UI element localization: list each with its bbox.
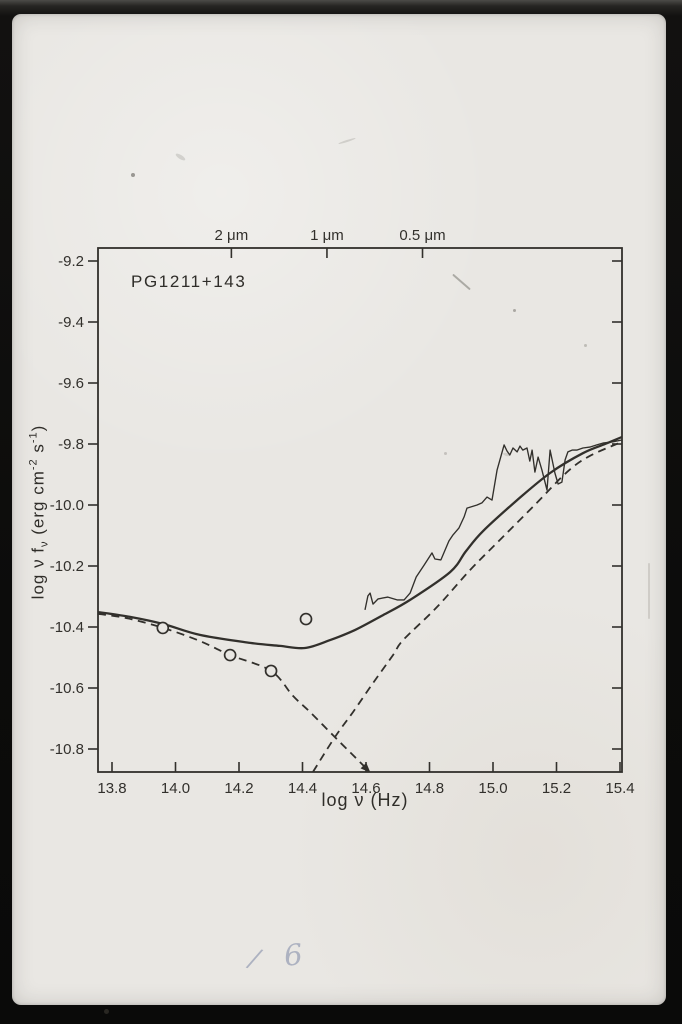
photometry-point (264, 664, 278, 678)
dust-speck (131, 173, 135, 177)
y-tick-label: -10.0 (50, 497, 84, 514)
x-tick-label: 14.2 (224, 780, 253, 797)
x-tick-label: 13.8 (97, 780, 126, 797)
y-tick-label: -9.2 (58, 253, 84, 270)
dust-speck (444, 452, 447, 455)
x-tick-label: 15.4 (605, 780, 634, 797)
y-tick-label: -10.6 (50, 680, 84, 697)
y-axis-label-part: s (28, 443, 48, 459)
x-tick-label: 15.2 (542, 780, 571, 797)
photometry-point (156, 621, 170, 635)
photometry-point (223, 648, 237, 662)
x-tick-label: 15.0 (478, 780, 507, 797)
x-tick-label: 14.0 (161, 780, 190, 797)
series-infrared-component (97, 613, 368, 770)
y-tick-label: -10.8 (50, 741, 84, 758)
plot-frame (97, 247, 623, 773)
x-axis-label: log ν (Hz) (321, 790, 409, 810)
y-tick-label: -10.4 (50, 619, 84, 636)
scratch-mark (648, 563, 650, 619)
y-axis-label-part: (erg cm (28, 470, 48, 541)
wavelength-tick-label: 1 μm (310, 227, 344, 244)
x-tick-label: 14.6 (351, 780, 380, 797)
wavelength-tick-label: 2 μm (215, 227, 249, 244)
series-total-model (97, 435, 623, 650)
x-tick-label: 14.4 (288, 780, 317, 797)
photometry-point (299, 612, 313, 626)
y-tick-label: -9.4 (58, 314, 84, 331)
dust-speck (513, 309, 516, 312)
wavelength-tick-label: 0.5 μm (399, 227, 445, 244)
dashed-line-arrowhead (360, 762, 371, 773)
dust-speck (584, 344, 587, 347)
y-axis-label-exponent: -1 (27, 431, 40, 444)
photo-paper (12, 14, 666, 1014)
y-axis-label-part: ) (28, 424, 48, 432)
y-axis-label: log ν fν (erg cm-2 s-1) (28, 425, 51, 600)
handwritten-mark: 6 (282, 937, 305, 973)
x-tick-label: 14.8 (415, 780, 444, 797)
dust-speck (104, 1009, 109, 1014)
y-axis-label-part: log ν f (28, 546, 48, 600)
object-label: PG1211+143 (131, 272, 247, 291)
y-tick-label: -10.2 (50, 558, 84, 575)
series-observed-spectrum (364, 439, 623, 611)
y-axis-label-sub-nu: ν (38, 540, 51, 547)
y-tick-label: -9.8 (58, 436, 84, 453)
series-ultraviolet-component (312, 441, 623, 773)
y-axis-label-exponent: -2 (27, 458, 40, 471)
y-tick-label: -9.6 (58, 375, 84, 392)
